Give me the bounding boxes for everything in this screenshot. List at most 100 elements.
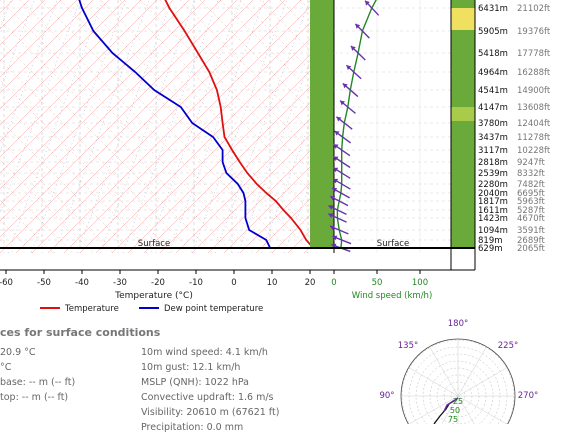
level-feet: 6695ft — [517, 189, 545, 199]
wind-barb-head — [333, 144, 339, 149]
surface-label-wind: Surface — [377, 239, 409, 249]
isotherm-line — [79, 22, 310, 253]
wind-barb-head — [334, 131, 340, 136]
info-left-line: °C — [0, 362, 12, 373]
wind-barb-head — [365, 0, 370, 6]
temperature-tick-label: 0 — [231, 278, 236, 288]
mixing-ratio-line — [76, 0, 173, 253]
isotherm-line — [255, 198, 310, 253]
info-left: 20.9 °C °C base: -- m (-- ft) top: -- m … — [0, 345, 75, 405]
level-meters: 3780m — [478, 119, 508, 129]
hodograph-spoke — [457, 346, 487, 397]
level-meters: 2280m — [478, 180, 508, 190]
level-meters: 1817m — [478, 197, 508, 207]
level-feet: 7482ft — [517, 180, 545, 190]
level-meters: 5418m — [478, 49, 508, 59]
level-feet: 11278ft — [517, 133, 551, 143]
surface-label: Surface — [138, 239, 170, 249]
hodograph-direction-label: 225° — [498, 341, 518, 351]
dewpoint-line — [78, 0, 271, 249]
isotherm-line — [63, 6, 310, 253]
mixing-ratio-line — [214, 0, 310, 253]
info-left-line: base: -- m (-- ft) — [0, 377, 76, 388]
level-feet: 2065ft — [517, 244, 545, 254]
hodograph-trace-purple — [443, 397, 459, 412]
mixing-ratio-line — [122, 0, 219, 253]
wind-barb-head — [332, 187, 338, 193]
isotherm-line — [0, 0, 46, 46]
isotherm-line — [239, 182, 310, 253]
dry-adiabat-line — [580, 0, 588, 253]
isotherm-line — [0, 0, 94, 94]
isotherm-line — [143, 86, 310, 253]
visibility-text: Visibility: 20610 m (67621 ft) — [141, 407, 280, 418]
precipitation-text: Precipitation: 0.0 mm — [141, 422, 244, 433]
temperature-tick-label: -30 — [113, 278, 127, 288]
dry-adiabat-line — [0, 59, 194, 253]
level-meters: 1423m — [478, 214, 508, 224]
wind-barb-head — [331, 243, 337, 249]
wind-tick-label: 50 — [372, 278, 383, 288]
isotherm-line — [207, 150, 310, 253]
mixing-ratio-line — [0, 0, 58, 153]
level-feet: 13608ft — [517, 103, 551, 113]
isotherm-line — [0, 0, 174, 174]
level-meters: 3437m — [478, 133, 508, 143]
wind-band-right — [451, 0, 475, 248]
wind-barb-head — [330, 196, 336, 201]
level-feet: 4670ft — [517, 214, 545, 224]
level-meters: 6431m — [478, 4, 508, 14]
temperature-tick-label: -20 — [151, 278, 165, 288]
wind-speed-text: 10m wind speed: 4.1 km/h — [141, 347, 268, 358]
dry-adiabat-line — [39, 0, 294, 253]
level-meters: 2040m — [478, 189, 508, 199]
wind-barb-head — [355, 23, 361, 29]
level-feet: 3591ft — [517, 226, 545, 236]
wind-tick-label: 0 — [331, 278, 336, 288]
mixing-ratio-line — [145, 0, 242, 253]
level-meters: 1611m — [478, 206, 508, 216]
isotherm-line — [15, 0, 270, 253]
wind-barb-head — [350, 46, 356, 51]
level-feet: 9247ft — [517, 158, 545, 168]
level-feet: 21102ft — [517, 4, 551, 14]
gust-text: 10m gust: 12.1 km/h — [141, 362, 241, 373]
isotherm-line — [0, 0, 126, 126]
dry-adiabat-line — [19, 0, 274, 253]
isotherm-line — [0, 0, 158, 158]
info-heading: ces for surface conditions — [0, 326, 161, 339]
isotherm-line — [191, 134, 310, 253]
mixing-ratio-line — [0, 0, 12, 31]
isotherm-line — [0, 0, 190, 190]
hodograph-spoke — [441, 395, 459, 424]
legend: Temperature Dew point temperature — [40, 304, 263, 314]
mixing-ratio-line — [0, 0, 35, 92]
temperature-tick-label: -50 — [37, 278, 51, 288]
hodograph-direction-label: 90° — [379, 391, 394, 401]
cloud-band-light — [451, 107, 475, 121]
level-meters: 629m — [478, 244, 503, 254]
dry-adiabat-line — [0, 239, 14, 253]
info-left-line: top: -- m (-- ft) — [0, 392, 69, 403]
temperature-tick-label: 20 — [305, 278, 316, 288]
wind-barb-head — [346, 65, 352, 71]
level-feet: 5963ft — [517, 197, 545, 207]
level-feet: 12404ft — [517, 119, 551, 129]
hodograph-spoke — [408, 367, 459, 397]
isotherm-line — [0, 0, 222, 222]
sounding-chart: 629m 2065ft 819m 2689ft 1094m 3591ft 1423m 4670… — [0, 0, 588, 424]
hodograph-spoke — [457, 395, 507, 424]
level-feet: 5287ft — [517, 206, 545, 216]
isotherm-line — [127, 70, 310, 253]
wind-barb-head — [342, 83, 348, 89]
mixing-ratio-line — [560, 0, 588, 253]
mixing-ratio-line — [583, 0, 588, 253]
level-meters: 4147m — [478, 103, 508, 113]
isotherm-line — [159, 102, 310, 253]
wind-band-left — [310, 0, 334, 248]
isotherm-line — [0, 0, 110, 110]
wind-panel — [310, 0, 475, 253]
isotherm-line — [175, 118, 310, 253]
isotherm-line — [0, 0, 254, 253]
cloud-band-yellow — [451, 8, 475, 30]
